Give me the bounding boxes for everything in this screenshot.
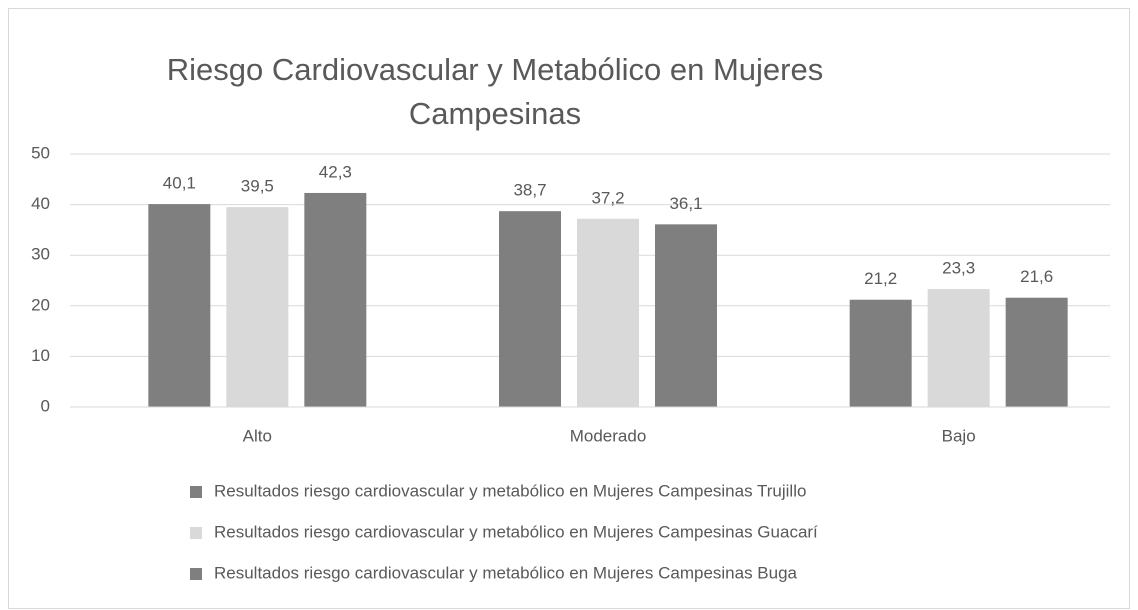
x-tick-label: Moderado: [570, 426, 647, 445]
bar: [655, 224, 717, 407]
bar: [304, 192, 367, 407]
x-tick-label: Alto: [243, 426, 272, 445]
data-label: 37,2: [591, 188, 624, 207]
bar: [148, 204, 211, 407]
y-tick-label: 50: [31, 143, 50, 162]
legend-swatch: [190, 527, 202, 539]
data-label: 36,1: [669, 194, 702, 213]
y-tick-label: 30: [31, 245, 50, 264]
bar: [1005, 297, 1068, 407]
data-label: 23,3: [942, 259, 975, 278]
bar: [499, 211, 561, 407]
chart-border: [8, 8, 1130, 609]
data-label: 40,1: [163, 174, 196, 193]
x-tick-label: Bajo: [942, 426, 976, 445]
bar: [226, 207, 289, 407]
legend-label: Resultados riesgo cardiovascular y metab…: [214, 481, 806, 500]
y-tick-label: 0: [41, 396, 50, 415]
legend-swatch: [190, 486, 202, 498]
bar: [849, 299, 912, 407]
data-label: 39,5: [241, 177, 274, 196]
bar: [577, 218, 639, 407]
chart-title: Riesgo Cardiovascular y Metabólico en Mu…: [166, 52, 824, 131]
data-label: 38,7: [513, 181, 546, 200]
y-tick-label: 10: [31, 346, 50, 365]
y-tick-label: 20: [31, 295, 50, 314]
bar: [927, 289, 990, 407]
y-tick-label: 40: [31, 194, 50, 213]
legend-swatch: [190, 568, 202, 580]
data-label: 21,6: [1020, 267, 1053, 286]
data-label: 42,3: [319, 162, 352, 181]
legend-label: Resultados riesgo cardiovascular y metab…: [214, 563, 798, 582]
legend-label: Resultados riesgo cardiovascular y metab…: [214, 522, 818, 541]
data-label: 21,2: [864, 269, 897, 288]
